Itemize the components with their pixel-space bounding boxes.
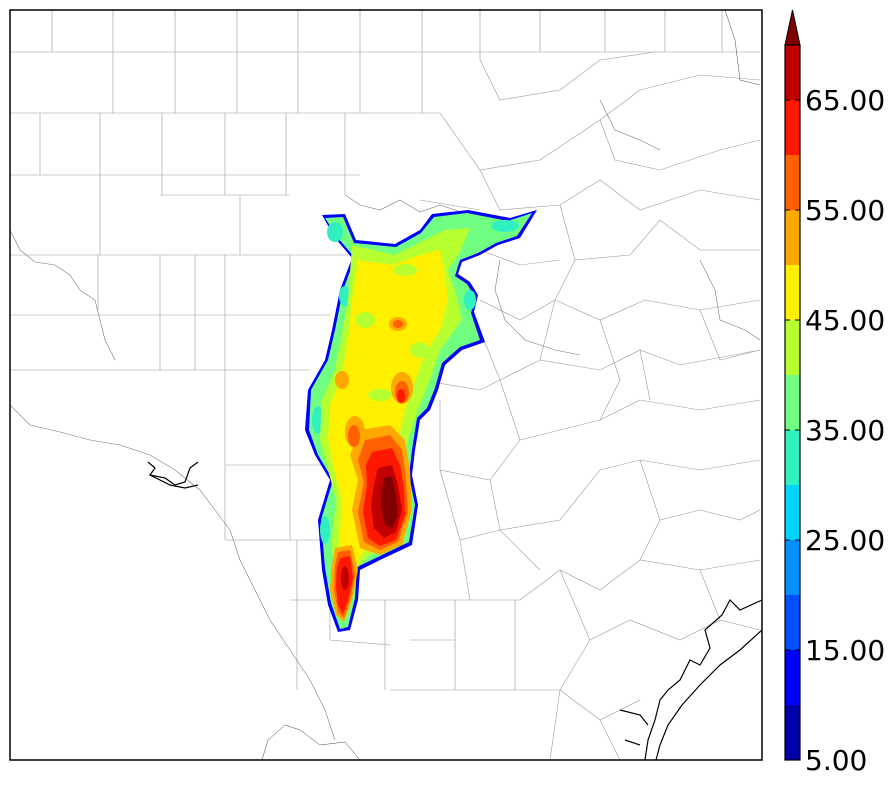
colorbar-segment (785, 155, 800, 210)
colorbar-segment (785, 540, 800, 595)
colorbar-tick-label: 65.00 (805, 84, 885, 117)
colorbar-segment (785, 100, 800, 155)
reflectivity-45-patches (355, 264, 430, 401)
rivers (10, 99, 761, 741)
colorbar-segment (785, 485, 800, 540)
colorbar-segment (785, 375, 800, 430)
colorbar-segment (785, 430, 800, 485)
reflectivity-70 (381, 476, 398, 528)
colorbar-segment (785, 650, 800, 705)
colorbar-segments (785, 45, 800, 760)
state-lines (261, 10, 761, 760)
reflectivity-field (305, 210, 537, 632)
colorbar-segment (785, 320, 800, 375)
colorbar-segment (785, 265, 800, 320)
colorbar-tick-label: 5.00 (805, 744, 867, 777)
colorbar-segment (785, 595, 800, 650)
colorbar-segment (785, 45, 800, 100)
county-boundaries (10, 10, 761, 760)
map-layers (10, 10, 762, 760)
colorbar-segment (785, 705, 800, 760)
colorbar-tick-label: 15.00 (805, 634, 885, 667)
coastline (147, 461, 762, 760)
colorbar-tick-label: 55.00 (805, 194, 885, 227)
colorbar-tick-label: 35.00 (805, 414, 885, 447)
colorbar-tick-label: 45.00 (805, 304, 885, 337)
colorbar-tick-label: 25.00 (805, 524, 885, 557)
colorbar: 5.00 15.00 25.00 35.00 45.00 55.00 65.00 (784, 9, 885, 777)
colorbar-segment (785, 210, 800, 265)
map-frame (9, 9, 763, 761)
colorbar-ticks: 5.00 15.00 25.00 35.00 45.00 55.00 65.00 (785, 84, 885, 777)
colorbar-extend-arrow (784, 9, 801, 46)
colorbar-frame (784, 44, 801, 761)
